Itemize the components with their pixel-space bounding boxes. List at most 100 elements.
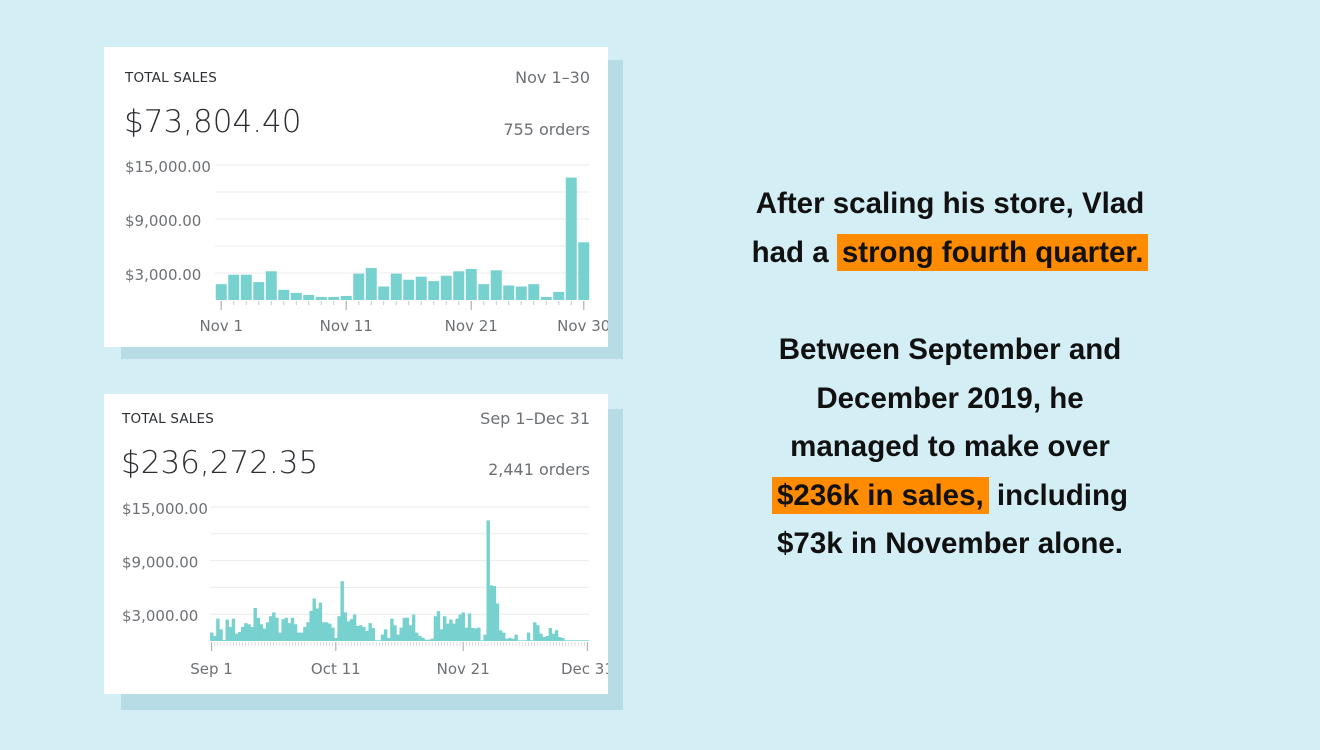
bar xyxy=(579,640,584,641)
bar xyxy=(503,285,515,300)
highlight: $236k in sales, xyxy=(772,476,989,514)
bar xyxy=(275,617,279,641)
bar xyxy=(545,635,549,641)
bar xyxy=(234,633,239,641)
bar xyxy=(303,626,307,641)
text-line: had a strong fourth quarter. xyxy=(700,229,1200,278)
bar xyxy=(343,612,347,641)
bar xyxy=(452,623,456,641)
bar xyxy=(564,640,568,641)
bar xyxy=(337,616,341,641)
bar xyxy=(415,632,419,641)
bar xyxy=(442,616,447,641)
bar xyxy=(380,634,385,641)
bar xyxy=(349,619,354,641)
orders-count: 2,441 orders xyxy=(488,460,590,479)
date-range[interactable]: Sep 1–Dec 31 xyxy=(480,409,590,428)
card-title: TOTAL SALES xyxy=(125,70,217,86)
bar xyxy=(567,640,571,641)
bar xyxy=(464,627,469,641)
bar xyxy=(490,270,502,300)
bar xyxy=(247,624,251,641)
bar xyxy=(520,640,525,641)
headline-paragraph: After scaling his store, Vlad had a stro… xyxy=(700,180,1200,277)
y-tick-label: $9,000.00 xyxy=(122,554,198,572)
bar xyxy=(467,613,472,641)
bar xyxy=(290,617,295,641)
bar xyxy=(565,177,577,300)
bar xyxy=(551,633,556,641)
bar xyxy=(262,628,267,641)
bar xyxy=(408,625,413,641)
bar xyxy=(324,622,329,641)
bar xyxy=(250,626,254,641)
bar xyxy=(474,628,478,641)
bar xyxy=(284,617,288,641)
orders-count: 755 orders xyxy=(503,120,590,139)
text-line: After scaling his store, Vlad xyxy=(755,187,1145,220)
highlight: strong fourth quarter. xyxy=(836,233,1149,271)
total-sales-card-q4: $15,000.00 $9,000.00 $3,000.00 Sep 1 Oct 11 N… xyxy=(104,394,608,694)
body-paragraph: Between September and December 2019, he … xyxy=(700,326,1200,569)
bar xyxy=(222,640,226,641)
bar xyxy=(259,624,264,641)
text-line: $73k in November alone. xyxy=(777,527,1123,560)
bar xyxy=(461,612,466,641)
bar xyxy=(439,629,444,641)
bar xyxy=(561,637,565,641)
bar xyxy=(433,616,438,641)
x-tick-label: Nov 11 xyxy=(320,317,373,335)
text-span: including xyxy=(988,478,1128,512)
bar xyxy=(455,618,459,641)
bar xyxy=(430,638,434,641)
y-tick-label: $15,000.00 xyxy=(122,500,208,518)
bar xyxy=(529,640,534,641)
bar xyxy=(514,634,518,641)
x-tick-label: Nov 21 xyxy=(437,660,490,678)
sales-chart-q4: $15,000.00 $9,000.00 $3,000.00 Sep 1 Oct 11 N… xyxy=(122,500,608,678)
bar xyxy=(278,289,290,300)
bar xyxy=(508,637,512,641)
y-tick-label: $3,000.00 xyxy=(122,607,198,625)
bar xyxy=(265,271,277,300)
x-tick-label: Sep 1 xyxy=(190,660,233,678)
bar xyxy=(428,281,440,300)
bar xyxy=(390,618,394,641)
bar xyxy=(486,520,490,641)
x-tick-label: Nov 1 xyxy=(199,317,243,335)
bar xyxy=(340,295,352,300)
bar xyxy=(269,616,273,641)
bar xyxy=(557,636,562,641)
bar xyxy=(228,626,233,641)
bar xyxy=(334,637,338,641)
date-range[interactable]: Nov 1–30 xyxy=(515,68,590,87)
bar xyxy=(478,284,490,300)
bar xyxy=(219,629,223,641)
bar xyxy=(356,625,360,641)
bar xyxy=(244,623,248,641)
bar xyxy=(396,634,400,641)
bar xyxy=(576,640,580,641)
bar xyxy=(399,627,403,641)
bar xyxy=(278,632,282,641)
bar xyxy=(528,284,540,300)
bar xyxy=(256,617,261,641)
bar xyxy=(421,637,425,641)
bar xyxy=(526,632,531,641)
bar xyxy=(346,621,351,641)
bar xyxy=(411,614,416,641)
bar xyxy=(328,623,332,641)
bar xyxy=(458,614,462,641)
bar xyxy=(300,632,304,641)
bar xyxy=(377,640,382,641)
total-amount: $73,804.40 xyxy=(124,104,302,140)
bar xyxy=(303,294,315,300)
bar xyxy=(483,634,487,641)
bar xyxy=(241,626,245,641)
bar xyxy=(554,630,559,641)
bar xyxy=(340,581,344,641)
card-title: TOTAL SALES xyxy=(122,411,214,427)
bar xyxy=(553,291,565,300)
bar xyxy=(495,603,500,641)
bar xyxy=(318,602,323,641)
